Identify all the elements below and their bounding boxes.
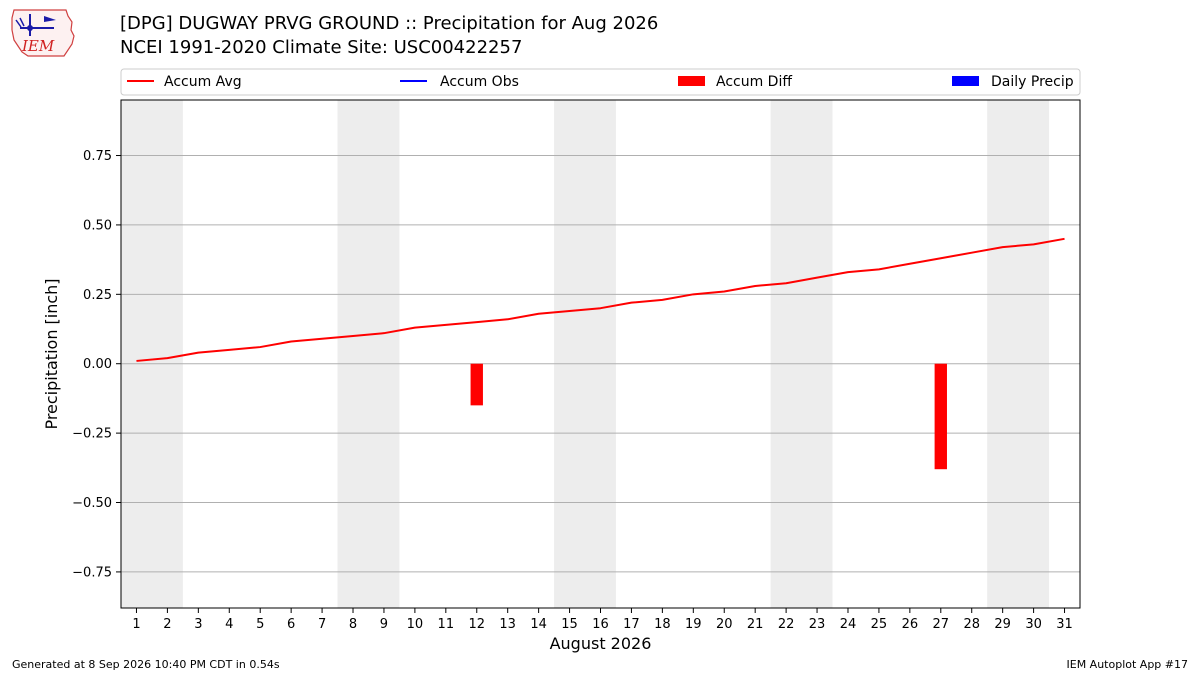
x-tick-label: 5 [256,617,264,632]
svg-text:IEM: IEM [21,37,55,55]
y-tick-label: 0.50 [83,218,112,233]
x-tick-label: 9 [380,617,388,632]
iem-logo: IEM [11,9,75,57]
x-tick-label: 26 [902,617,919,632]
x-tick-label: 27 [933,617,950,632]
x-tick-label: 17 [623,617,640,632]
weekend-band [554,100,616,608]
x-tick-label: 14 [530,617,547,632]
x-tick-label: 1 [132,617,140,632]
x-tick-label: 31 [1056,617,1073,632]
legend-box [120,68,1081,96]
chart-title: [DPG] DUGWAY PRVG GROUND :: Precipitatio… [120,13,659,34]
accum-avg-line [136,237,1065,362]
legend-label-accum-diff: Accum Diff [716,74,792,90]
app-label: IEM Autoplot App #17 [1066,658,1189,671]
x-tick-label: 12 [468,617,485,632]
x-tick-label: 4 [225,617,233,632]
weekend-band [337,100,400,608]
x-tick-label: 19 [685,617,702,632]
x-tick-label: 2 [163,617,171,632]
x-tick-label: 13 [499,617,516,632]
y-tick-label: 0.25 [83,288,112,303]
x-tick-label: 7 [318,617,326,632]
generated-timestamp: Generated at 8 Sep 2026 10:40 PM CDT in … [12,658,280,671]
legend-label-accum-obs: Accum Obs [440,74,519,90]
legend-label-daily-precip: Daily Precip [991,74,1074,90]
x-tick-label: 18 [654,617,671,632]
legend-swatch-accum-diff [678,76,705,86]
x-tick-label: 28 [963,617,980,632]
x-tick-label: 8 [349,617,357,632]
y-axis-label: Precipitation [inch] [42,278,61,429]
x-tick-label: 3 [194,617,202,632]
x-tick-label: 23 [809,617,826,632]
legend-label-accum-avg: Accum Avg [164,74,242,90]
weekend-band [987,100,1050,608]
weekend-band [770,100,833,608]
x-tick-label: 10 [407,617,424,632]
accum-diff-bar [934,363,947,470]
y-tick-label: −0.25 [72,427,112,442]
y-tick-label: −0.50 [72,496,112,511]
accum-diff-bar [470,363,483,406]
x-tick-label: 21 [747,617,764,632]
x-tick-label: 20 [716,617,733,632]
chart-subtitle: NCEI 1991-2020 Climate Site: USC00422257 [120,37,523,58]
x-tick-label: 22 [778,617,795,632]
x-tick-label: 30 [1025,617,1042,632]
weekend-band [121,100,183,608]
x-tick-label: 16 [592,617,609,632]
y-tick-label: −0.75 [72,565,112,580]
y-tick-label: 0.00 [83,357,112,372]
legend-swatch-daily-precip [952,76,979,86]
x-tick-label: 25 [871,617,888,632]
x-tick-label: 11 [438,617,455,632]
x-tick-label: 24 [840,617,857,632]
x-axis-label: August 2026 [550,634,652,653]
x-tick-label: 15 [561,617,578,632]
x-tick-label: 6 [287,617,295,632]
y-tick-label: 0.75 [83,149,112,164]
x-tick-label: 29 [994,617,1011,632]
